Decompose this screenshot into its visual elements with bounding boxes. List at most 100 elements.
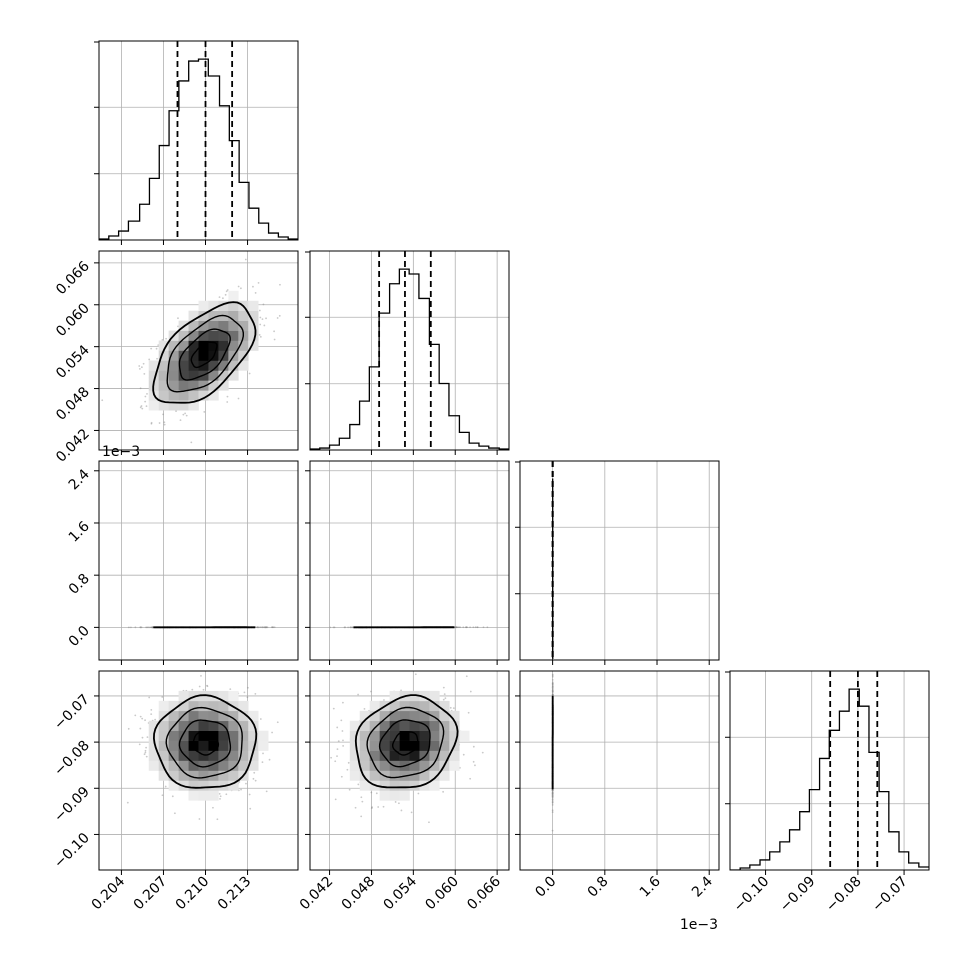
- density-cell: [238, 340, 249, 351]
- contour-line: [366, 706, 445, 779]
- scatter-point: [177, 317, 179, 320]
- density-cell: [158, 770, 169, 781]
- density-cell: [208, 360, 219, 371]
- scatter-point: [173, 812, 176, 815]
- density-cell: [158, 720, 169, 731]
- density-cell: [218, 380, 229, 391]
- density-cell: [198, 320, 209, 331]
- scatter-point: [342, 745, 345, 747]
- scatter-point: [551, 792, 554, 795]
- density-cell: [228, 370, 239, 381]
- density-cell: [409, 760, 420, 771]
- scatter-point: [190, 441, 193, 444]
- density-cell: [228, 360, 239, 371]
- scatter-point: [179, 419, 182, 422]
- scatter-point: [265, 626, 268, 629]
- scatter-point: [476, 626, 479, 629]
- density-cell: [449, 720, 460, 731]
- x-tick-label: −0.08: [823, 874, 865, 916]
- scatter-point: [166, 664, 168, 666]
- scatter-point: [301, 626, 303, 628]
- density-cell: [349, 770, 361, 781]
- density-cell: [369, 700, 380, 712]
- density-cell: [188, 700, 199, 712]
- scatter-point: [101, 399, 104, 402]
- scatter-point: [258, 309, 261, 312]
- scatter-point: [551, 799, 554, 801]
- scatter-point: [370, 807, 373, 810]
- scatter-point: [336, 748, 339, 751]
- scatter-point: [551, 794, 554, 796]
- density-cell: [178, 690, 189, 702]
- density-cell: [248, 340, 259, 351]
- density-cell: [389, 700, 400, 712]
- density-cell: [369, 770, 380, 781]
- density-cell: [208, 750, 219, 761]
- scatter-point: [148, 696, 151, 699]
- scatter-point: [225, 793, 228, 796]
- scatter-point: [262, 752, 264, 755]
- density-cell: [178, 720, 189, 731]
- scatter-point: [551, 789, 554, 792]
- density-cell: [178, 760, 189, 771]
- scatter-point: [551, 683, 554, 685]
- density-cell: [248, 300, 259, 311]
- scatter-point: [156, 357, 158, 360]
- density-cell: [359, 710, 370, 722]
- scatter-point: [151, 626, 154, 629]
- density-cell: [359, 780, 370, 791]
- scatter-point: [360, 796, 363, 799]
- density-cell: [409, 710, 420, 722]
- scatter-point: [139, 626, 142, 629]
- scatter-point: [551, 675, 554, 678]
- density-cell: [218, 700, 229, 712]
- scatter-point: [143, 753, 146, 756]
- scatter-point: [455, 626, 458, 629]
- x-tick-label: 0.213: [215, 874, 255, 914]
- density-cell: [399, 730, 410, 741]
- scatter-point: [218, 792, 221, 795]
- scatter-point: [551, 686, 554, 689]
- scatter-point: [551, 829, 554, 832]
- scatter-point: [268, 758, 271, 761]
- scatter-point: [139, 727, 142, 730]
- scatter-point: [259, 335, 262, 338]
- scatter-point: [252, 777, 255, 780]
- contour-line: [354, 694, 459, 789]
- scatter-point: [469, 690, 472, 693]
- density-cell: [168, 400, 179, 411]
- scatter-point: [442, 667, 444, 669]
- scatter-point: [551, 689, 554, 692]
- density-cell: [148, 360, 159, 371]
- scatter-point: [343, 626, 346, 629]
- scatter-point: [263, 626, 266, 629]
- scatter-point: [271, 626, 274, 629]
- density-cell: [429, 720, 440, 731]
- scatter-point: [369, 690, 372, 693]
- scatter-point: [141, 717, 144, 720]
- scatter-point: [383, 699, 385, 701]
- scatter-point: [457, 626, 460, 629]
- density-cell: [429, 710, 440, 722]
- scatter-point: [551, 690, 554, 693]
- density-cell: [429, 770, 440, 781]
- scatter-point: [146, 626, 149, 629]
- contour-line: [166, 314, 244, 393]
- density-cell: [208, 390, 219, 401]
- scatter-point: [551, 801, 554, 804]
- scatter-point: [551, 793, 554, 795]
- density-cell: [188, 340, 199, 351]
- scatter-point: [551, 673, 554, 676]
- scatter-point: [272, 626, 275, 629]
- histogram-frame: [98, 40, 299, 241]
- density-cell: [158, 390, 169, 401]
- x-tick-label: 0.207: [131, 874, 171, 914]
- density-cell: [429, 700, 440, 712]
- scatter-point: [551, 688, 554, 691]
- scatter-point: [130, 626, 132, 629]
- density-cell: [208, 310, 219, 321]
- x-tick-label: 0.8: [585, 874, 612, 901]
- density-cell: [399, 700, 410, 712]
- scatter-point: [182, 413, 185, 416]
- scatter-point: [442, 790, 445, 793]
